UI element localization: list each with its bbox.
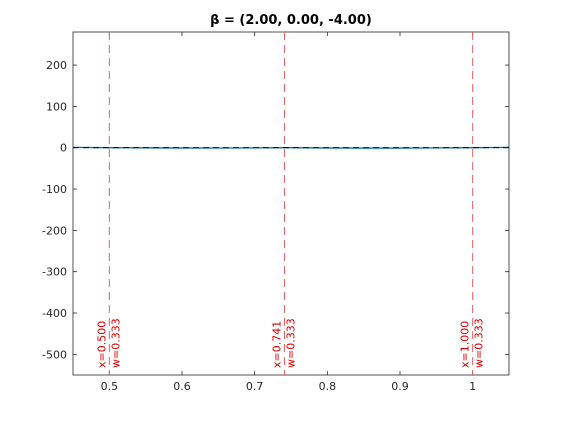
y-tick-label: -300 — [42, 266, 67, 279]
y-tick-label: 0 — [60, 142, 67, 155]
x-tick-label: 0.6 — [173, 380, 191, 393]
x-tick-label: 0.7 — [246, 380, 264, 393]
y-tick-label: -500 — [42, 348, 67, 361]
x-tick-label: 0.9 — [391, 380, 409, 393]
x-tick-label: 1 — [469, 380, 476, 393]
marker-w-label: w=0.333 — [284, 318, 297, 368]
y-tick-label: 100 — [46, 100, 67, 113]
x-tick-label: 0.5 — [101, 380, 119, 393]
y-tick-label: 200 — [46, 59, 67, 72]
y-tick-label: -400 — [42, 307, 67, 320]
marker-w-label: w=0.333 — [473, 318, 486, 368]
marker-x-label: x=0.500 — [95, 321, 108, 368]
plot-area: 0.5 0.6 0.7 0.8 0.9 1 200 100 0 -100 -200 -300 -400 -… — [42, 31, 510, 393]
y-tick-label: -100 — [42, 183, 67, 196]
axes-box — [72, 31, 510, 376]
marker-w-label: w=0.333 — [109, 318, 122, 368]
chart-title: β = (2.00, 0.00, -4.00) — [210, 13, 372, 28]
marker-x-label: x=0.741 — [270, 321, 283, 368]
x-tick-label: 0.8 — [319, 380, 337, 393]
marker-x-label: x=1.000 — [459, 321, 472, 368]
y-tick-label: -200 — [42, 224, 67, 237]
